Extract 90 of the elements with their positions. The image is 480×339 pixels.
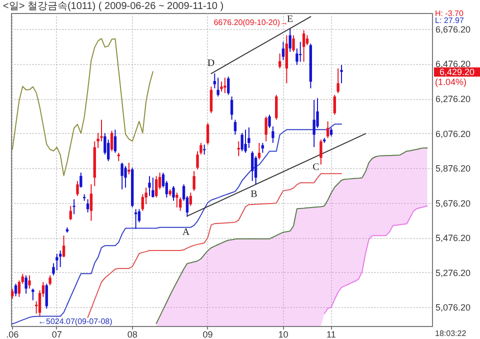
annotation: D: [207, 58, 215, 69]
candlestick: [14, 283, 18, 297]
candlestick: [148, 176, 151, 196]
chart-title: <일> 철강금속(1011) ( 2009-06-26 ~ 2009-11-10 ): [3, 1, 224, 12]
y-tick-label: 6,276.20: [436, 94, 471, 104]
candlestick: [62, 235, 66, 258]
candlestick: [206, 122, 210, 146]
candlestick: [28, 274, 31, 290]
annotation: C: [312, 162, 320, 173]
candlestick: [189, 192, 192, 206]
candlestick: [203, 144, 206, 156]
candlestick: [110, 130, 114, 152]
candlestick: [320, 139, 322, 165]
candlestick: [155, 176, 158, 198]
text: (1.04%): [435, 77, 467, 87]
candlestick: [176, 192, 178, 208]
candlestick: [80, 172, 82, 188]
candlestick: [299, 41, 302, 62]
candlestick: [210, 86, 213, 114]
candlestick: [56, 253, 58, 271]
candlestick: [244, 129, 247, 154]
candlestick: [268, 114, 271, 128]
candlestick: [220, 81, 223, 92]
candlestick: [124, 166, 127, 188]
text: H: -3.70: [435, 9, 464, 18]
candlestick: [76, 180, 79, 196]
y-tick-label: 6,676.20: [436, 24, 471, 34]
candlestick: [72, 198, 76, 215]
y-tick-label: 5,276.20: [436, 268, 471, 278]
text: 18:03:22: [435, 329, 467, 338]
y-tick-label: 6,076.20: [436, 128, 471, 139]
text: L: 27.97: [435, 16, 464, 25]
candlestick: [230, 96, 234, 120]
annotation: E: [286, 14, 294, 25]
x-tick-label: .06: [6, 330, 19, 339]
candlestick: [340, 64, 343, 84]
y-tick-label: 6,476.20: [436, 59, 471, 70]
candlestick: [227, 76, 230, 96]
candlestick: [45, 283, 48, 310]
candlestick: [292, 34, 295, 52]
candlestick: [224, 77, 226, 94]
candlestick: [172, 186, 175, 202]
candlestick: [179, 196, 182, 212]
candlestick: [120, 162, 124, 190]
candlestick: [261, 142, 264, 154]
candlestick: [128, 162, 130, 175]
candlestick: [86, 198, 90, 213]
candlestick: [258, 142, 261, 160]
line-series: [12, 38, 154, 176]
x-tick-label: 10: [278, 330, 288, 339]
candlestick: [278, 53, 282, 69]
candlestick: [114, 129, 117, 154]
annotation: A: [182, 227, 190, 238]
candlestick: [24, 274, 28, 294]
line-series: [87, 173, 342, 318]
candlestick: [251, 150, 254, 182]
annotation: B: [250, 189, 258, 200]
candlestick: [90, 184, 93, 222]
x-tick-label: 11: [326, 330, 336, 339]
y-tick-label: 5,876.20: [436, 164, 471, 174]
candlestick: [11, 288, 14, 300]
candlestick: [288, 28, 292, 52]
y-tick-label: 5,676.20: [436, 198, 471, 208]
candlestick: [312, 99, 316, 148]
y-tick-label: 5,476.20: [436, 233, 471, 244]
candlestick: [240, 132, 244, 152]
candlestick: [275, 94, 278, 120]
candlestick: [48, 274, 52, 286]
candlestick: [32, 288, 34, 301]
candlestick: [282, 41, 285, 61]
candlestick: [302, 30, 306, 62]
candlestick: [69, 205, 72, 221]
text: 6,429.20: [439, 67, 475, 77]
candlestick: [272, 126, 274, 144]
candlestick: [152, 177, 154, 198]
x-tick-label: 08: [127, 330, 138, 339]
candlestick: [333, 94, 336, 116]
annotation: ←5024.07(09-07-08): [38, 317, 113, 326]
candlestick: [216, 77, 220, 97]
candlestick: [326, 120, 330, 139]
line-series: [324, 205, 428, 314]
x-tick-label: 09: [202, 330, 213, 339]
candlestick: [306, 34, 309, 46]
candlestick: [192, 170, 196, 192]
annotation: 6676.20(09-10-20)→: [214, 18, 288, 27]
x-tick-label: 07: [52, 330, 62, 339]
y-tick-label: 5,076.20: [436, 302, 471, 313]
candlestick: [336, 68, 340, 94]
candlestick: [264, 116, 268, 142]
candlestick: [234, 119, 237, 136]
